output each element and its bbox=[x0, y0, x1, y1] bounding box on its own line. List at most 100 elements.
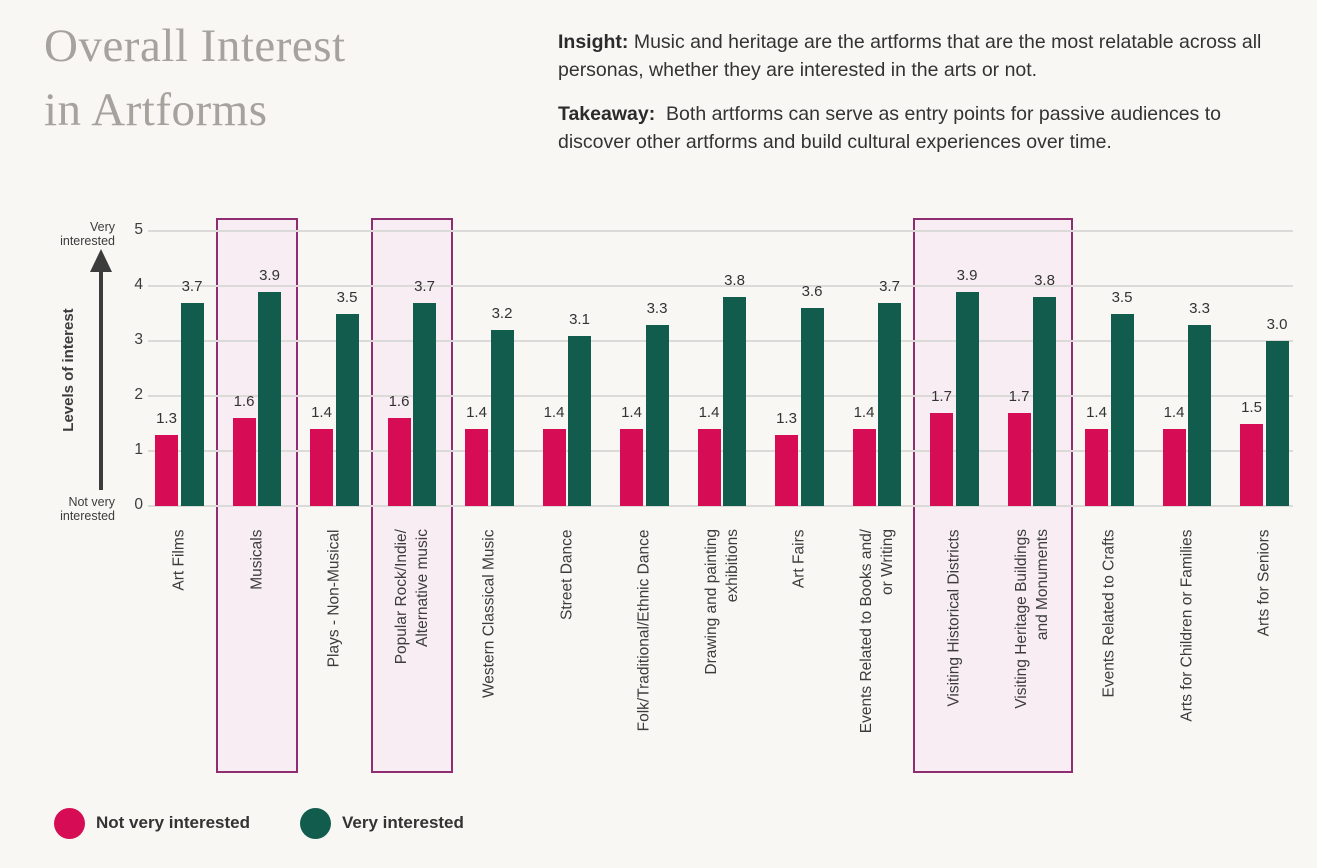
y-axis-tick-label: 4 bbox=[134, 276, 143, 293]
bar-value-label: 3.2 bbox=[491, 305, 513, 322]
bar-not-very-interested bbox=[310, 429, 333, 506]
gridline bbox=[148, 505, 1293, 507]
takeaway-text: Both artforms can serve as entry points … bbox=[558, 103, 1221, 153]
page-title-line1: Overall Interest bbox=[44, 20, 346, 72]
bar-not-very-interested bbox=[930, 412, 953, 506]
bar-not-very-interested bbox=[465, 429, 488, 506]
bar-not-very-interested bbox=[232, 418, 256, 506]
x-axis-category-label: Arts for Seniors bbox=[1255, 529, 1273, 636]
bar-very-interested bbox=[490, 330, 514, 506]
y-axis-tick-label: 0 bbox=[134, 496, 143, 513]
bar-value-label: 3.3 bbox=[1189, 299, 1210, 317]
highlight-box bbox=[215, 218, 298, 773]
bar-not-very-interested bbox=[1240, 423, 1263, 506]
bar-very-interested bbox=[955, 291, 979, 506]
x-axis-category-label: Western Classical Music bbox=[480, 529, 498, 698]
bar-not-very-interested bbox=[775, 434, 798, 506]
x-axis-category-label: Events Related to Books and/ or Writing bbox=[857, 529, 896, 734]
bar-not-very-interested bbox=[1162, 429, 1186, 506]
x-axis-category-label: Visiting Historical Districts bbox=[945, 529, 963, 707]
insight-label: Insight: bbox=[558, 31, 629, 53]
bar-very-interested bbox=[1188, 324, 1211, 506]
y-axis-title: Levels of interest bbox=[60, 308, 77, 432]
bar-value-label: 3.9 bbox=[956, 266, 978, 284]
y-axis-tick-label: 3 bbox=[134, 331, 143, 348]
bar-not-very-interested bbox=[155, 434, 178, 506]
bar-very-interested bbox=[800, 308, 824, 506]
bar-value-label: 3.8 bbox=[724, 272, 745, 289]
x-axis-category-label: Events Related to Crafts bbox=[1100, 529, 1118, 697]
bar-value-label: 1.7 bbox=[1008, 387, 1030, 405]
bar-very-interested bbox=[180, 302, 204, 506]
gridline bbox=[148, 395, 1293, 397]
legend-label-very-interested: Very interested bbox=[342, 813, 464, 832]
y-axis-arrow-up-icon bbox=[90, 249, 112, 272]
bar-very-interested bbox=[1033, 297, 1056, 506]
bar-very-interested bbox=[568, 335, 591, 506]
bar-not-very-interested bbox=[1085, 429, 1108, 506]
bar-value-label: 3.3 bbox=[646, 299, 668, 317]
bar-value-label: 3.5 bbox=[336, 288, 358, 306]
bar-value-label: 3.9 bbox=[259, 266, 280, 284]
legend-swatch-very-interested-icon bbox=[300, 807, 331, 839]
insight-paragraph: Insight: Music and heritage are the artf… bbox=[558, 28, 1276, 84]
gridline bbox=[148, 285, 1293, 287]
page-title: Overall Interest in Artforms bbox=[44, 14, 346, 142]
bar-value-label: 3.1 bbox=[569, 310, 590, 328]
bar-not-very-interested bbox=[852, 429, 876, 506]
x-axis-category-label: Arts for Children or Families bbox=[1178, 529, 1195, 722]
highlight-box bbox=[370, 218, 453, 773]
bar-not-very-interested bbox=[1007, 412, 1031, 506]
bar-value-label: 1.4 bbox=[311, 404, 332, 421]
x-axis-category-label: Art Fairs bbox=[790, 529, 808, 588]
legend-swatch-not-very-interested-icon bbox=[54, 807, 85, 839]
bar-value-label: 1.6 bbox=[388, 393, 410, 410]
takeaway-label: Takeaway: bbox=[558, 103, 656, 125]
bar-value-label: 1.4 bbox=[1086, 404, 1107, 421]
legend-label-not-very-interested: Not very interested bbox=[96, 813, 250, 832]
bar-value-label: 3.6 bbox=[801, 283, 823, 300]
x-axis-category-label: Street Dance bbox=[558, 529, 575, 620]
bar-not-very-interested bbox=[697, 429, 721, 506]
bar-value-label: 1.7 bbox=[931, 387, 952, 405]
y-axis-tick-label: 2 bbox=[134, 386, 143, 403]
y-axis-tick-label: 1 bbox=[134, 441, 143, 458]
y-axis-tick-label: 5 bbox=[134, 221, 143, 238]
bar-very-interested bbox=[335, 313, 359, 506]
x-axis-category-label: Drawing and painting exhibitions bbox=[702, 529, 741, 675]
bar-value-label: 1.4 bbox=[1163, 404, 1185, 421]
legend-item-not-very-interested: Not very interested bbox=[54, 806, 250, 840]
gridline bbox=[148, 450, 1293, 452]
bar-value-label: 3.7 bbox=[879, 277, 900, 295]
bar-value-label: 1.4 bbox=[466, 404, 487, 421]
bar-value-label: 3.7 bbox=[414, 277, 435, 295]
y-axis-top-label: Very interested bbox=[60, 220, 115, 248]
bar-value-label: 3.0 bbox=[1266, 316, 1288, 333]
bar-very-interested bbox=[645, 324, 669, 506]
bar-value-label: 1.5 bbox=[1241, 398, 1262, 416]
bar-very-interested bbox=[1110, 313, 1134, 506]
bar-not-very-interested bbox=[387, 418, 411, 506]
bar-value-label: 1.4 bbox=[543, 404, 565, 421]
bar-very-interested bbox=[723, 297, 746, 506]
x-axis-category-label: Visiting Heritage Buildings and Monument… bbox=[1012, 529, 1051, 709]
bar-value-label: 3.5 bbox=[1111, 288, 1133, 306]
y-axis-bottom-label: Not very interested bbox=[60, 495, 115, 523]
bar-not-very-interested bbox=[620, 429, 643, 506]
bar-value-label: 3.7 bbox=[181, 277, 203, 295]
y-axis-arrow-shaft bbox=[99, 268, 103, 490]
page-title-line2: in Artforms bbox=[44, 84, 268, 136]
bar-value-label: 3.8 bbox=[1034, 272, 1055, 289]
bar-very-interested bbox=[878, 302, 901, 506]
notes-panel: Insight: Music and heritage are the artf… bbox=[558, 28, 1276, 156]
bar-value-label: 1.3 bbox=[776, 409, 797, 427]
x-axis-category-label: Folk/Traditional/Ethnic Dance bbox=[635, 529, 653, 731]
bar-very-interested bbox=[258, 291, 281, 506]
bar-very-interested bbox=[1265, 341, 1289, 506]
legend-item-very-interested: Very interested bbox=[300, 806, 464, 840]
bar-value-label: 1.6 bbox=[233, 393, 255, 410]
gridline bbox=[148, 230, 1293, 232]
bar-value-label: 1.4 bbox=[853, 404, 875, 421]
takeaway-paragraph: Takeaway: Both artforms can serve as ent… bbox=[558, 100, 1276, 156]
